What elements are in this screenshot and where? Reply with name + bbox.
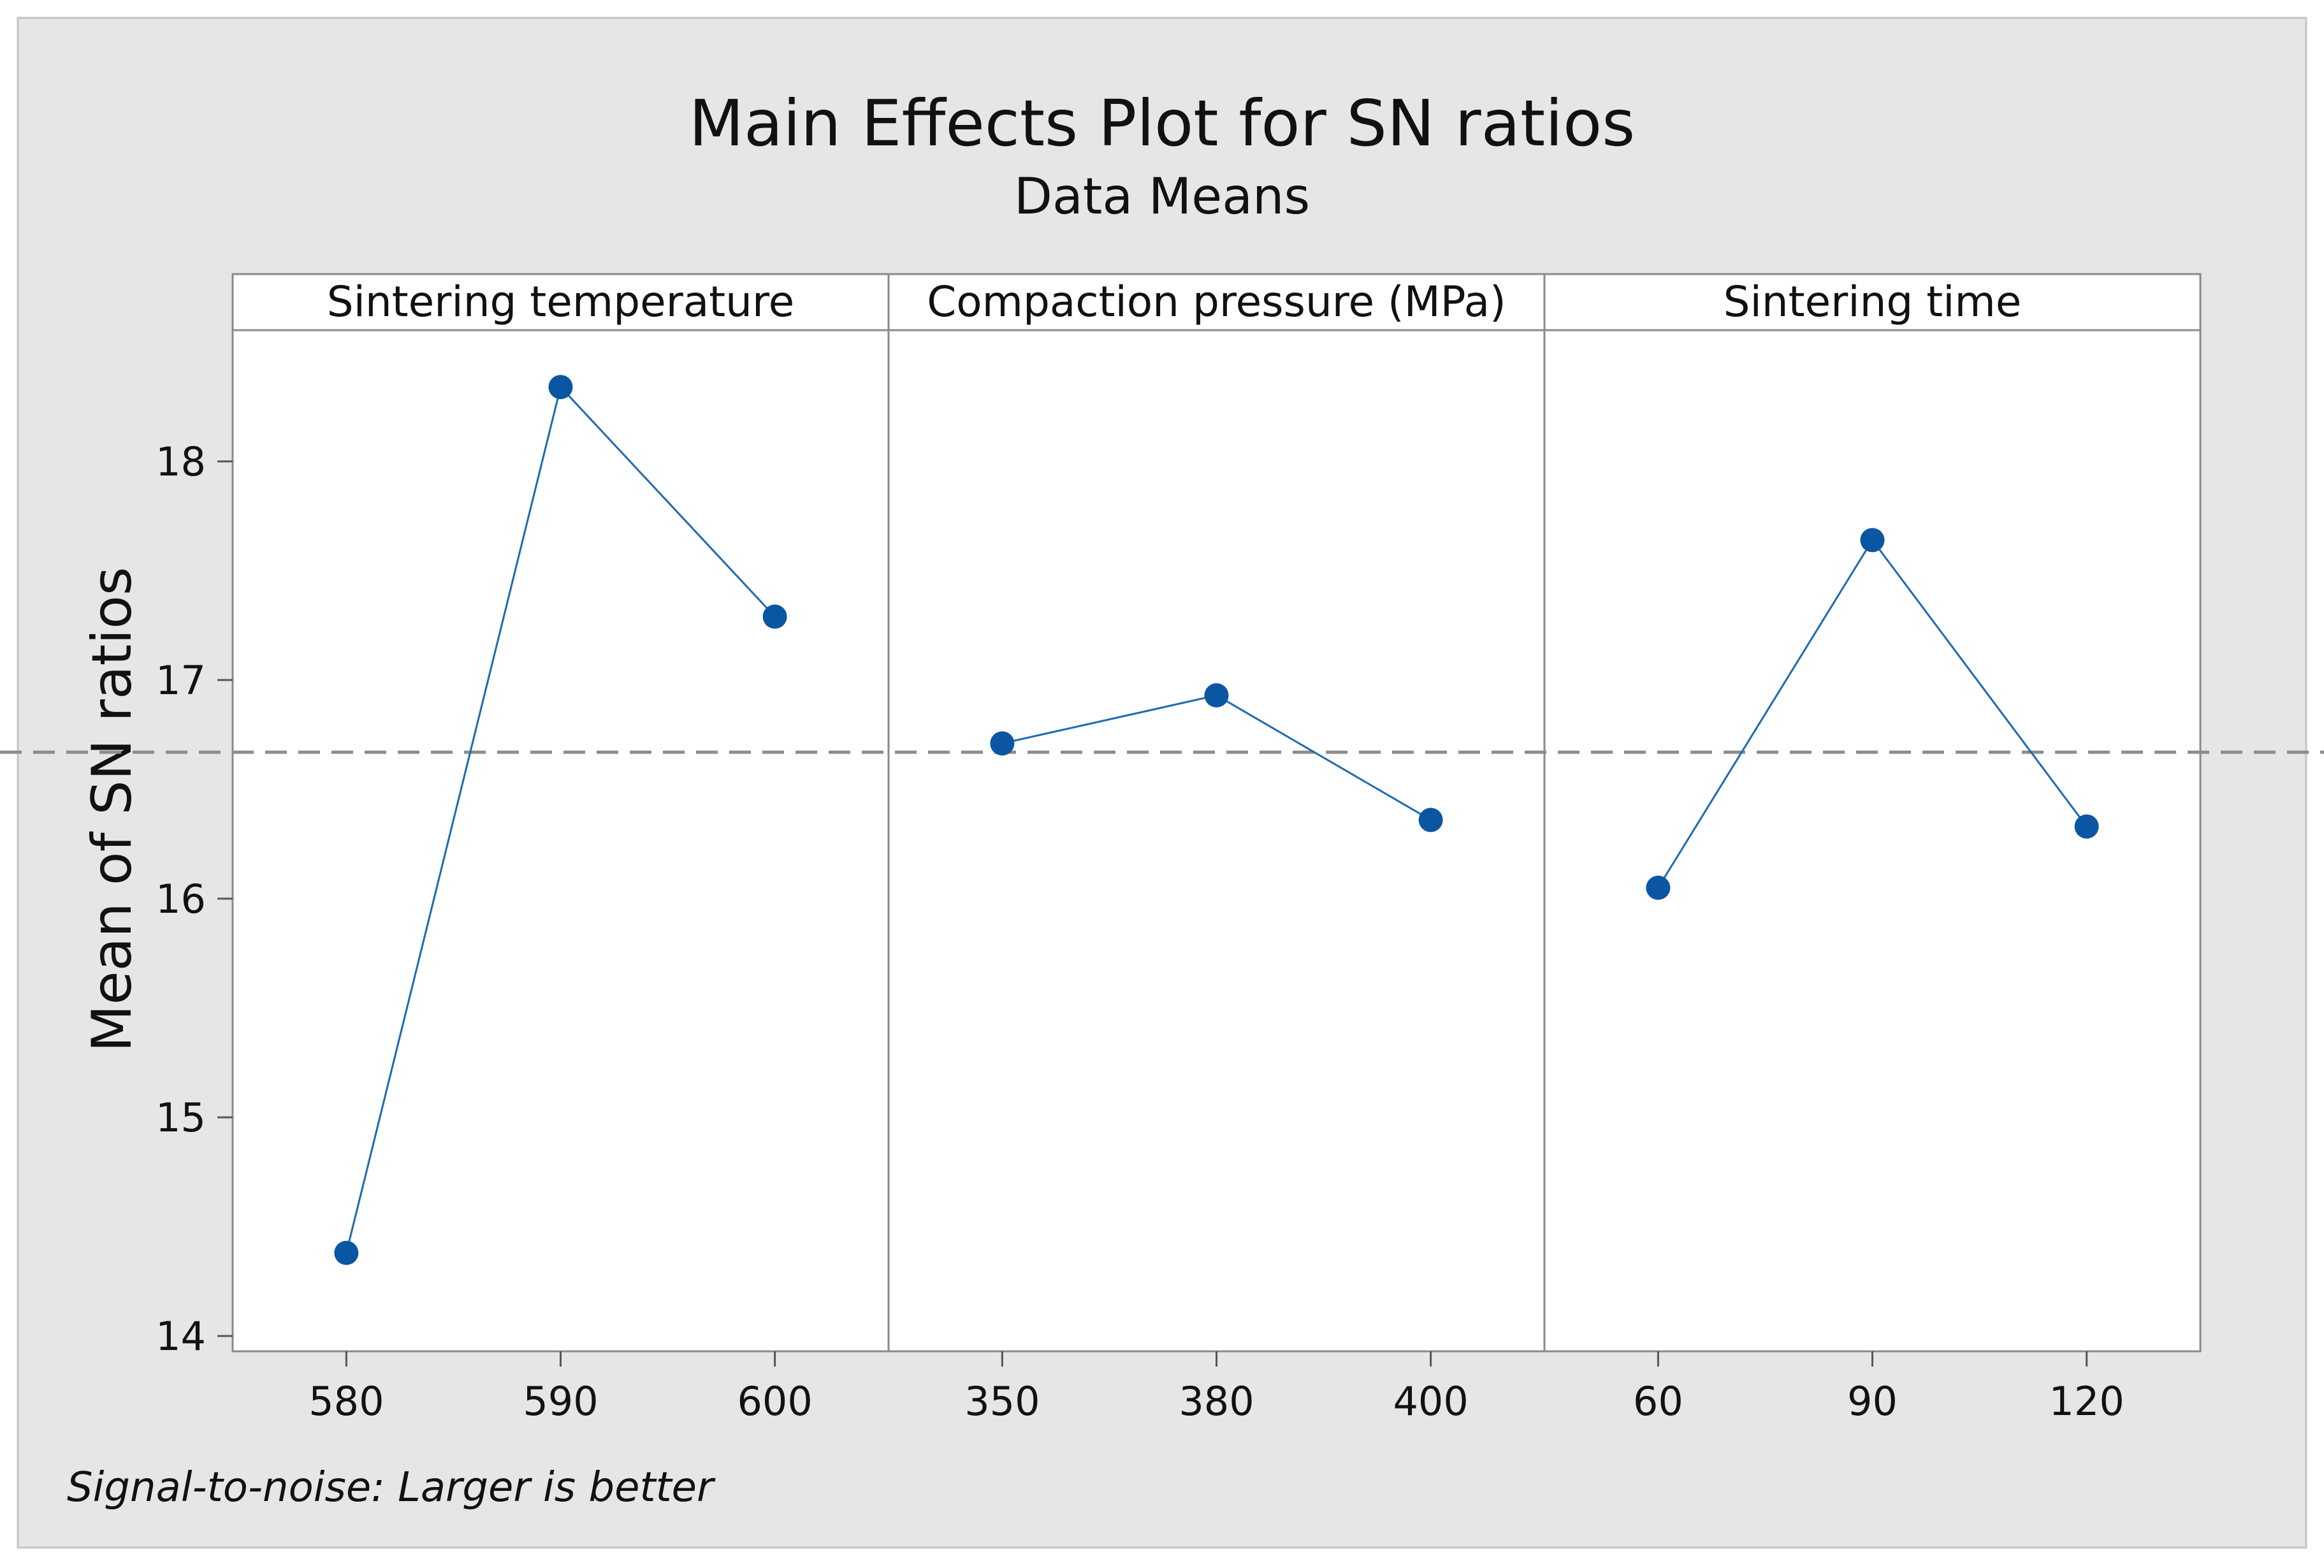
x-tick-label: 600 <box>737 1378 812 1425</box>
x-tick-label: 90 <box>1847 1378 1898 1425</box>
chart-title: Main Effects Plot for SN ratios <box>689 86 1635 161</box>
panel-title: Compaction pressure (MPa) <box>927 277 1506 326</box>
data-point <box>1204 683 1229 708</box>
y-axis-label: Mean of SN ratios <box>80 567 144 1052</box>
data-point <box>2074 814 2099 839</box>
panel-title: Sintering temperature <box>327 277 795 326</box>
y-tick-label: 17 <box>156 657 206 704</box>
data-point <box>1860 528 1885 553</box>
x-tick-label: 60 <box>1633 1378 1683 1425</box>
footnote: Signal-to-noise: Larger is better <box>67 1464 716 1511</box>
y-tick-label: 18 <box>156 439 206 485</box>
chart-subtitle: Data Means <box>1014 168 1310 226</box>
data-point <box>762 604 787 629</box>
x-tick-label: 350 <box>964 1378 1040 1425</box>
x-tick-label: 580 <box>309 1378 384 1425</box>
data-point <box>548 375 573 400</box>
data-point <box>1418 808 1443 832</box>
plot-area: 14 15 16 17 18 Sintering temperature 580 590 600… <box>0 273 2324 1425</box>
data-point <box>334 1240 359 1265</box>
plot-frame <box>231 273 2202 1353</box>
y-tick-label: 14 <box>156 1313 206 1360</box>
panel-title: Sintering time <box>1724 277 2022 326</box>
x-tick-label: 400 <box>1393 1378 1468 1425</box>
x-tick-label: 590 <box>523 1378 598 1425</box>
data-point <box>990 731 1015 756</box>
data-point <box>1646 875 1671 900</box>
y-tick-label: 16 <box>156 876 206 922</box>
x-tick-label: 120 <box>2049 1378 2124 1425</box>
x-tick-label: 380 <box>1179 1378 1254 1425</box>
y-tick-label: 15 <box>156 1094 206 1141</box>
